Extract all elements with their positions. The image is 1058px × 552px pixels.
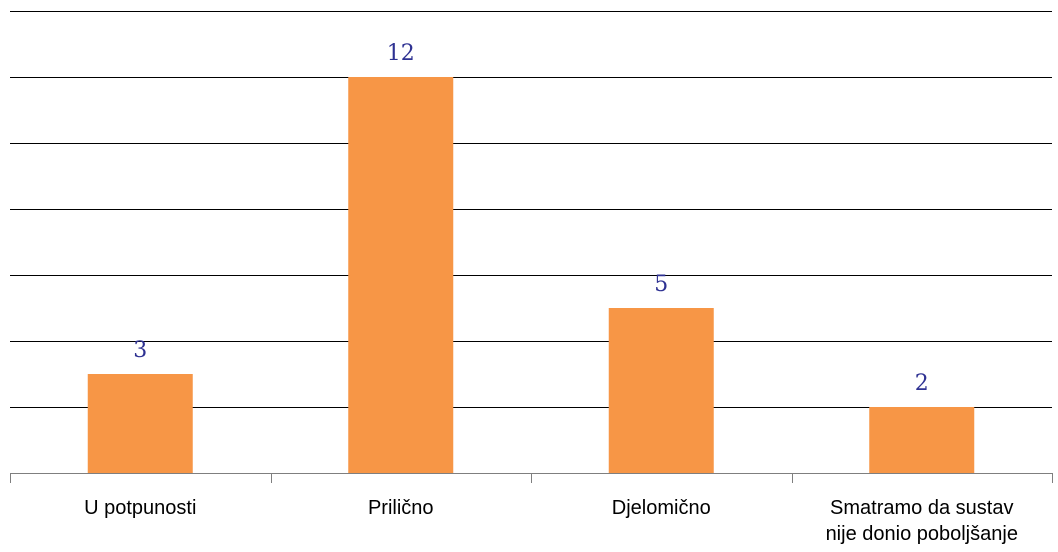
- category-label: Prilično: [368, 497, 434, 519]
- x-axis: [10, 473, 1053, 483]
- data-labels: 3 12 5 2: [133, 41, 929, 396]
- category-label-line: U potpunosti: [84, 497, 196, 519]
- data-label: 3: [133, 338, 147, 363]
- gridlines: [10, 11, 1052, 408]
- data-label: 12: [387, 41, 415, 66]
- category-label-line: Smatramo da sustav: [830, 497, 1013, 519]
- data-label: 5: [654, 272, 668, 297]
- bar: [608, 308, 714, 473]
- category-label: Smatramo da sustav nije donio poboljšanje: [826, 497, 1018, 545]
- category-label-line: Djelomično: [612, 497, 711, 519]
- category-label-line: nije donio poboljšanje: [826, 523, 1018, 545]
- category-label: U potpunosti: [84, 497, 196, 519]
- bar: [87, 374, 193, 473]
- bar: [869, 407, 975, 473]
- bars: [87, 77, 975, 473]
- category-label-line: Prilično: [368, 497, 434, 519]
- bar: [348, 77, 454, 473]
- category-label: Djelomično: [612, 497, 711, 519]
- category-labels: U potpunosti Prilično Djelomično Smatramo d…: [84, 497, 1018, 545]
- data-label: 2: [915, 371, 929, 396]
